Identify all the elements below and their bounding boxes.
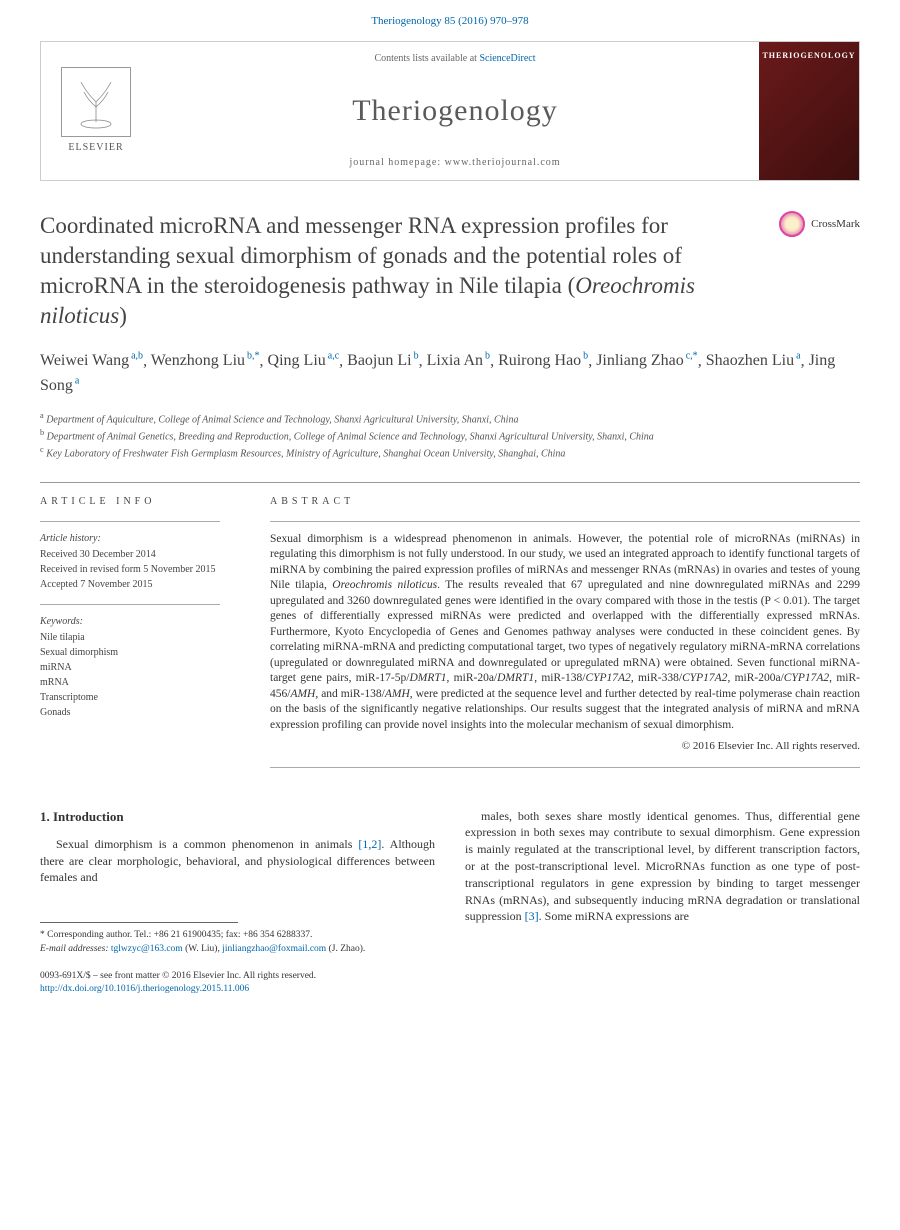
history-label: Article history: (40, 532, 240, 546)
affiliations: a Department of Aquiculture, College of … (40, 410, 860, 462)
left-column: 1. Introduction Sexual dimorphism is a c… (40, 808, 435, 956)
cite-1-2[interactable]: [1,2] (358, 837, 381, 851)
contents-line: Contents lists available at ScienceDirec… (374, 52, 535, 66)
right-column: males, both sexes share mostly identical… (465, 808, 860, 956)
keyword: Nile tilapia (40, 631, 240, 645)
affiliation: c Key Laboratory of Freshwater Fish Germ… (40, 444, 860, 461)
abstract-end-divider (270, 767, 860, 768)
keyword: mRNA (40, 676, 240, 690)
keyword: Transcriptome (40, 691, 240, 705)
elsevier-tree-icon (61, 67, 131, 137)
abstract-text: Sexual dimorphism is a widespread phenom… (270, 532, 860, 734)
page-footer: 0093-691X/$ – see front matter © 2016 El… (0, 956, 900, 1017)
author: Shaozhen Liu a (706, 352, 801, 369)
keyword: Gonads (40, 706, 240, 720)
cite-3[interactable]: [3] (525, 909, 539, 923)
abs-g2: DMRT1 (497, 672, 534, 684)
abs-species: Oreochromis niloticus (332, 579, 437, 591)
footnote-divider (40, 922, 238, 923)
author: Baojun Li b (347, 352, 418, 369)
article-info-sidebar: ARTICLE INFO Article history: Received 3… (40, 495, 240, 778)
author: Weiwei Wang a,b (40, 352, 143, 369)
email-2-name: (J. Zhao). (326, 944, 365, 954)
email-label: E-mail addresses: (40, 944, 111, 954)
email-2[interactable]: jinliangzhao@foxmail.com (222, 944, 326, 954)
issn-line: 0093-691X/$ – see front matter © 2016 El… (40, 970, 860, 983)
abs-g4: CYP17A2 (682, 672, 727, 684)
author: Jinliang Zhao c,* (596, 352, 698, 369)
footnotes: * Corresponding author. Tel.: +86 21 619… (40, 929, 435, 956)
affiliation: b Department of Animal Genetics, Breedin… (40, 427, 860, 444)
abstract-heading: ABSTRACT (270, 495, 860, 509)
abs-t5: , miR-338/ (631, 672, 682, 684)
email-1-name: (W. Liu), (183, 944, 223, 954)
info-divider (40, 521, 220, 522)
keyword: Sexual dimorphism (40, 646, 240, 660)
crossmark-label: CrossMark (811, 217, 860, 232)
keywords-label: Keywords: (40, 615, 240, 629)
author: Qing Liu a,c (268, 352, 340, 369)
journal-center: Contents lists available at ScienceDirec… (151, 42, 759, 180)
journal-name: Theriogenology (352, 90, 558, 132)
abs-g1: DMRT1 (409, 672, 446, 684)
abs-g7: AMH (385, 688, 410, 700)
homepage-url[interactable]: www.theriojournal.com (445, 157, 561, 168)
email-1[interactable]: tglwzyc@163.com (111, 944, 183, 954)
abs-t3: , miR-20a/ (447, 672, 498, 684)
author: Wenzhong Liu b,* (151, 352, 260, 369)
journal-cover-thumb: THERIOGENOLOGY (759, 42, 859, 180)
divider (40, 482, 860, 483)
running-header: Theriogenology 85 (2016) 970–978 (0, 0, 900, 35)
homepage-prefix: journal homepage: (349, 157, 444, 168)
elsevier-label: ELSEVIER (68, 141, 123, 155)
intro-r1: males, both sexes share mostly identical… (465, 809, 860, 924)
sciencedirect-link[interactable]: ScienceDirect (479, 53, 535, 64)
info-heading: ARTICLE INFO (40, 495, 240, 509)
author: Lixia An b (427, 352, 490, 369)
title-end: ) (119, 303, 127, 328)
article-title: Coordinated microRNA and messenger RNA e… (40, 211, 759, 331)
intro-para-left: Sexual dimorphism is a common phenomenon… (40, 836, 435, 886)
elsevier-logo: ELSEVIER (41, 42, 151, 180)
abs-t4: , miR-138/ (534, 672, 585, 684)
author: Ruirong Hao b (498, 352, 588, 369)
body-two-column: 1. Introduction Sexual dimorphism is a c… (40, 808, 860, 956)
journal-banner: ELSEVIER Contents lists available at Sci… (40, 41, 860, 181)
copyright-line: © 2016 Elsevier Inc. All rights reserved… (270, 739, 860, 754)
intro-r2: . Some miRNA expressions are (539, 909, 689, 923)
corresponding-note: * Corresponding author. Tel.: +86 21 619… (40, 929, 435, 942)
abs-t6: , miR-200a/ (727, 672, 783, 684)
history-item: Received in revised form 5 November 2015 (40, 563, 240, 577)
intro-para-right: males, both sexes share mostly identical… (465, 808, 860, 926)
abs-t8: , and miR-138/ (315, 688, 384, 700)
abstract-column: ABSTRACT Sexual dimorphism is a widespre… (270, 495, 860, 778)
history-item: Received 30 December 2014 (40, 548, 240, 562)
abs-g3: CYP17A2 (585, 672, 630, 684)
abs-t2: . The results revealed that 67 upregulat… (270, 579, 860, 684)
email-line: E-mail addresses: tglwzyc@163.com (W. Li… (40, 943, 435, 956)
history-item: Accepted 7 November 2015 (40, 578, 240, 592)
author-list: Weiwei Wang a,b, Wenzhong Liu b,*, Qing … (40, 349, 860, 398)
doi-link[interactable]: http://dx.doi.org/10.1016/j.theriogenolo… (40, 984, 249, 994)
intro-l1: Sexual dimorphism is a common phenomenon… (56, 837, 358, 851)
keyword: miRNA (40, 661, 240, 675)
affiliation: a Department of Aquiculture, College of … (40, 410, 860, 427)
abs-g6: AMH (290, 688, 315, 700)
journal-homepage: journal homepage: www.theriojournal.com (349, 156, 560, 170)
abstract-divider (270, 521, 860, 522)
abs-g5: CYP17A2 (784, 672, 829, 684)
citation-text: Theriogenology 85 (2016) 970–978 (371, 15, 528, 27)
intro-heading: 1. Introduction (40, 808, 435, 826)
cover-title: THERIOGENOLOGY (762, 50, 855, 61)
info-divider-2 (40, 604, 220, 605)
crossmark-icon (779, 211, 805, 237)
contents-prefix: Contents lists available at (374, 53, 479, 64)
crossmark-badge[interactable]: CrossMark (779, 211, 860, 237)
